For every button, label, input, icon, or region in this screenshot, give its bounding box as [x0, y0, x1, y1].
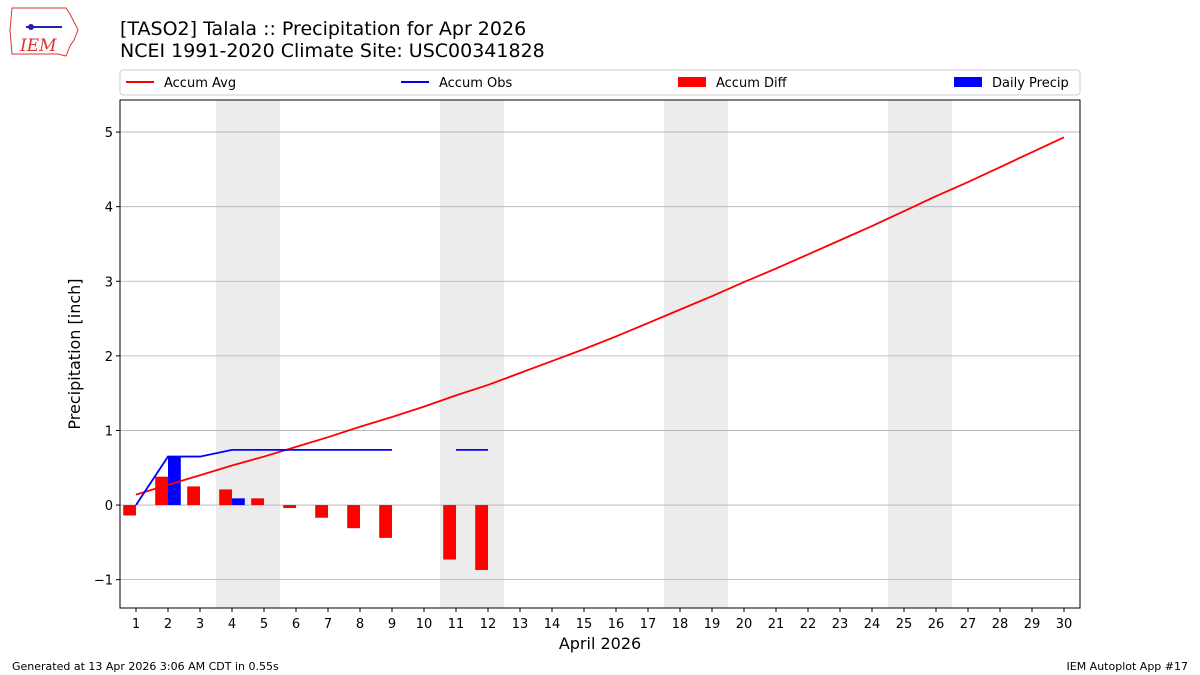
legend-swatch [678, 77, 706, 87]
chart-title: [TASO2] Talala :: Precipitation for Apr … [120, 18, 526, 40]
x-tick-label: 14 [544, 617, 561, 632]
y-tick-label: 3 [105, 275, 113, 290]
x-tick-label: 8 [356, 617, 364, 632]
legend-label: Accum Diff [716, 76, 788, 91]
y-tick-label: 2 [105, 350, 113, 365]
x-tick-label: 21 [768, 617, 785, 632]
x-tick-label: 24 [864, 617, 881, 632]
x-tick-label: 6 [292, 617, 300, 632]
weekend-span [216, 100, 280, 608]
footer-left: Generated at 13 Apr 2026 3:06 AM CDT in … [12, 660, 279, 673]
line [135, 136, 1065, 496]
x-tick-label: 20 [736, 617, 753, 632]
plot-frame [119, 99, 1081, 609]
x-tick-label: 3 [196, 617, 204, 632]
bar [443, 505, 456, 560]
x-tick-label: 13 [512, 617, 529, 632]
legend-box [119, 69, 1081, 96]
bar [232, 498, 245, 506]
y-tick-label: 1 [105, 424, 113, 439]
x-tick-label: 9 [388, 617, 396, 632]
y-axis-label: Precipitation [inch] [65, 278, 84, 429]
x-tick-label: 10 [416, 617, 433, 632]
x-tick-label: 23 [832, 617, 849, 632]
bar [123, 505, 136, 516]
x-tick-label: 29 [1024, 617, 1041, 632]
logo-outline [9, 7, 79, 57]
x-tick-label: 15 [576, 617, 593, 632]
bar [168, 456, 181, 506]
x-tick-label: 11 [448, 617, 465, 632]
x-tick-label: 2 [164, 617, 172, 632]
bar [219, 489, 232, 506]
x-tick-label: 26 [928, 617, 945, 632]
x-tick-label: 28 [992, 617, 1009, 632]
x-tick-label: 27 [960, 617, 977, 632]
legend-label: Accum Obs [439, 76, 512, 91]
footer-right: IEM Autoplot App #17 [1067, 660, 1189, 673]
x-tick-label: 25 [896, 617, 913, 632]
bar [187, 486, 200, 506]
weekend-span [888, 100, 952, 608]
bar [315, 505, 328, 518]
chart-subtitle: NCEI 1991-2020 Climate Site: USC00341828 [120, 40, 545, 62]
y-tick-label: −1 [94, 574, 113, 589]
x-tick-label: 7 [324, 617, 332, 632]
bar [283, 505, 296, 509]
logo-text: IEM [19, 36, 57, 56]
y-tick-label: 5 [105, 126, 113, 141]
bar [475, 505, 488, 570]
x-tick-label: 18 [672, 617, 689, 632]
legend-swatch [954, 77, 982, 87]
logo-dot [28, 24, 34, 30]
weekend-span [664, 100, 728, 608]
x-tick-label: 17 [640, 617, 657, 632]
x-tick-label: 5 [260, 617, 268, 632]
x-tick-label: 16 [608, 617, 625, 632]
x-axis-label: April 2026 [559, 634, 641, 653]
line [135, 448, 488, 506]
legend-label: Daily Precip [992, 76, 1069, 91]
bar [347, 505, 360, 529]
bar [251, 498, 264, 506]
logo: IEM [9, 7, 79, 57]
bar [155, 476, 168, 506]
x-tick-label: 19 [704, 617, 721, 632]
legend-label: Accum Avg [164, 76, 236, 91]
x-tick-label: 1 [132, 617, 140, 632]
x-tick-label: 30 [1056, 617, 1073, 632]
x-tick-label: 12 [480, 617, 497, 632]
x-tick-label: 22 [800, 617, 817, 632]
x-tick-label: 4 [228, 617, 236, 632]
y-tick-label: 4 [105, 201, 113, 216]
bar [379, 505, 392, 538]
y-tick-label: 0 [105, 499, 113, 514]
